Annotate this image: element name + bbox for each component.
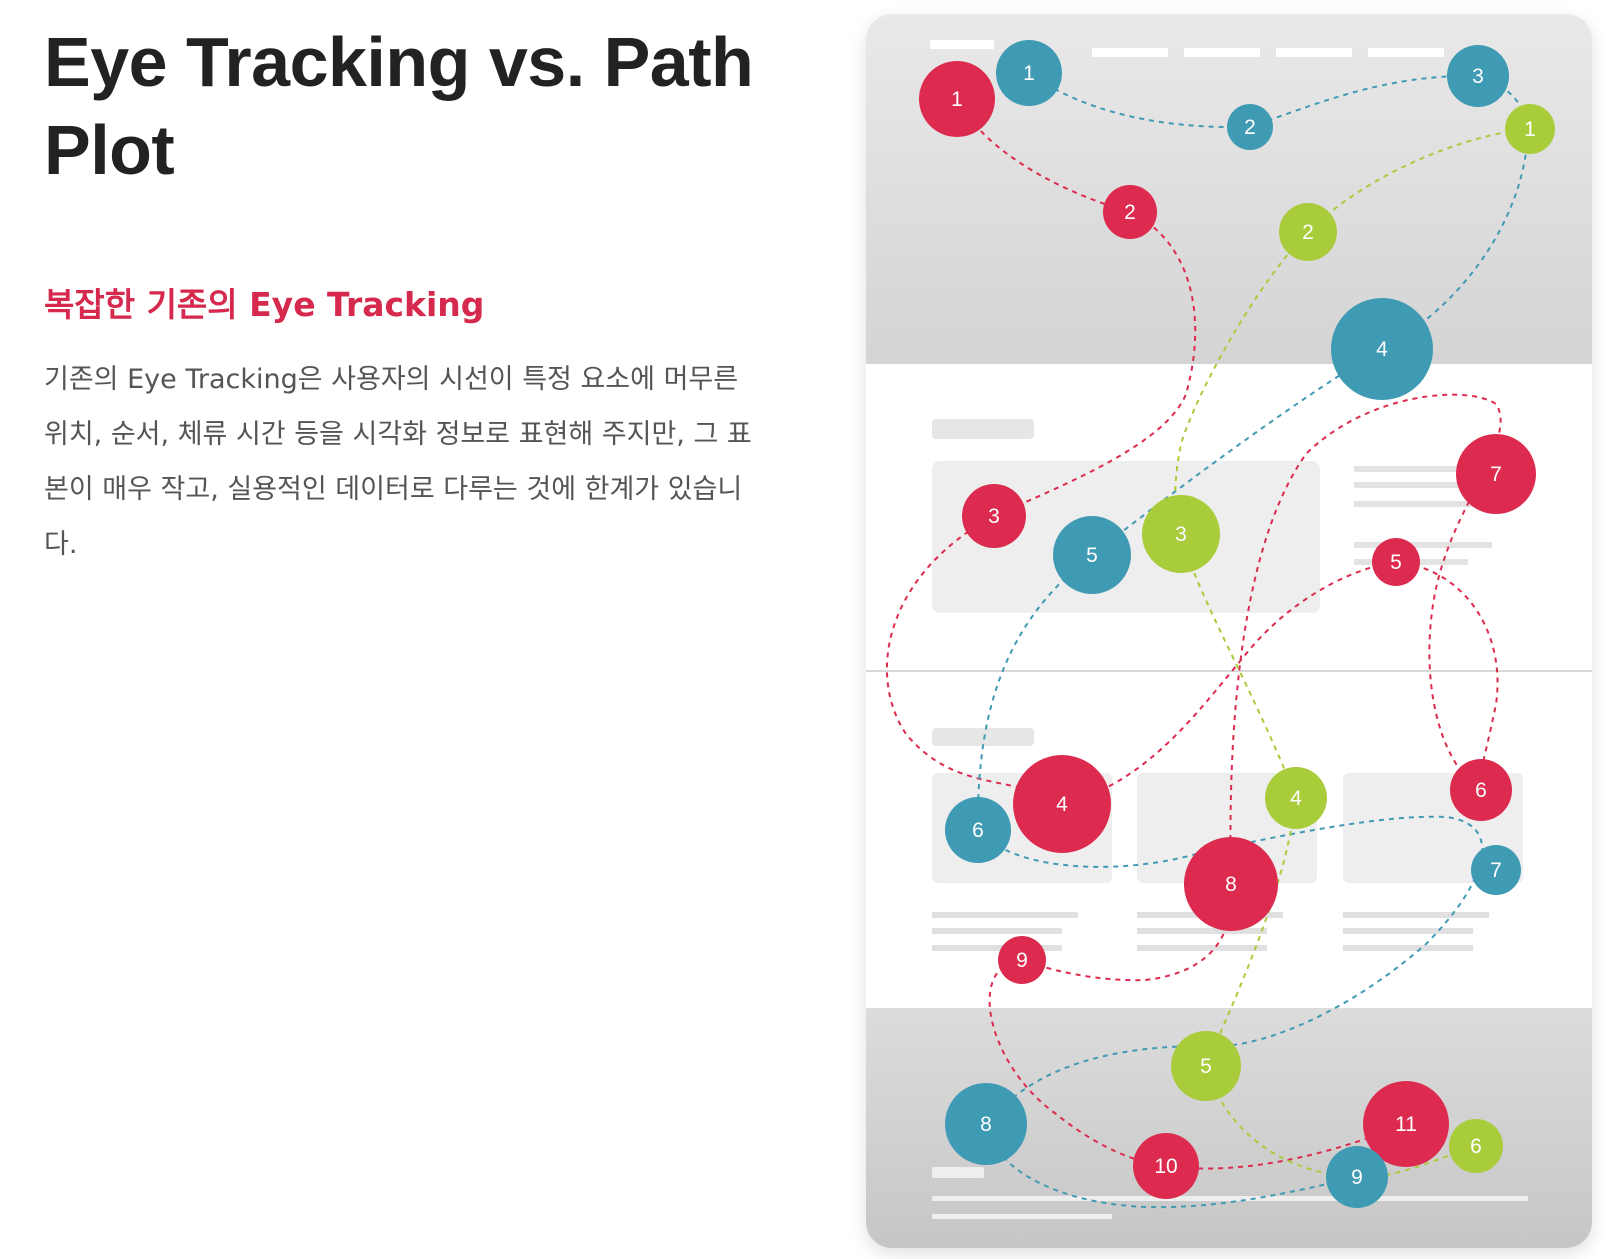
green-fixation-label: 6 <box>1470 1135 1482 1158</box>
red-fixation-node: 5 <box>1372 538 1420 586</box>
blue-fixation-label: 8 <box>980 1113 992 1136</box>
red-fixation-label: 8 <box>1225 873 1237 896</box>
blue-fixation-circle <box>1053 516 1131 594</box>
red-fixation-label: 5 <box>1390 551 1402 574</box>
blue-fixation-label: 5 <box>1086 544 1098 567</box>
green-fixation-circle <box>1142 495 1220 573</box>
green-fixation-node: 6 <box>1449 1119 1503 1173</box>
green-fixation-node: 1 <box>1505 104 1555 154</box>
red-fixation-circle <box>1456 434 1536 514</box>
blue-fixation-label: 4 <box>1376 338 1388 361</box>
section-subtitle: 복잡한 기존의 Eye Tracking <box>44 285 485 324</box>
description-paragraph: 기존의 Eye Tracking은 사용자의 시선이 특정 요소에 머무른 위치… <box>44 364 752 560</box>
green-fixation-node: 3 <box>1142 495 1220 573</box>
green-fixation-node: 4 <box>1265 767 1327 829</box>
red-fixation-node: 3 <box>962 484 1026 548</box>
green-fixation-label: 4 <box>1290 787 1302 810</box>
blue-fixation-circle <box>1331 298 1433 400</box>
red-fixation-label: 6 <box>1475 779 1487 802</box>
green-fixation-circle <box>1449 1119 1503 1173</box>
eye-tracking-illustration: 1 2 3 4 5 7 6 8 9 10 11 1 2 3 4 5 6 7 8 9 1 2 3 4 5 6 <box>866 14 1592 1248</box>
red-fixation-circle <box>1450 759 1512 821</box>
green-fixation-node: 2 <box>1279 203 1337 261</box>
red-fixation-label: 2 <box>1124 201 1136 224</box>
mockup-section-divider <box>866 670 1592 672</box>
green-fixation-circle <box>1279 203 1337 261</box>
blue-fixation-circle <box>1326 1146 1388 1208</box>
red-fixation-label: 11 <box>1395 1113 1417 1136</box>
red-fixation-node: 7 <box>1456 434 1536 514</box>
mockup-nav-bars <box>930 40 1444 57</box>
blue-fixation-circle <box>945 797 1011 863</box>
green-fixation-circle <box>1171 1031 1241 1101</box>
red-fixation-circle <box>998 936 1046 984</box>
blue-fixation-node: 2 <box>1227 104 1273 150</box>
blue-fixation-label: 1 <box>1023 62 1035 85</box>
red-fixation-label: 3 <box>988 505 1000 528</box>
blue-fixation-node: 1 <box>996 40 1062 106</box>
red-fixation-node: 4 <box>1013 755 1111 853</box>
red-fixation-circle <box>1133 1133 1199 1199</box>
red-fixation-circle <box>1013 755 1111 853</box>
red-fixation-label: 9 <box>1016 949 1028 972</box>
blue-fixation-node: 5 <box>1053 516 1131 594</box>
blue-fixation-node: 6 <box>945 797 1011 863</box>
red-fixation-node: 9 <box>998 936 1046 984</box>
blue-fixation-node: 9 <box>1326 1146 1388 1208</box>
blue-fixation-node: 7 <box>1471 845 1521 895</box>
page-title: Eye Tracking vs. Path Plot <box>44 23 754 189</box>
red-fixation-label: 7 <box>1490 463 1502 486</box>
green-scan-path <box>1174 128 1531 1179</box>
mockup-heading-bar <box>932 419 1034 439</box>
blue-fixation-label: 3 <box>1472 65 1484 88</box>
mockup-footer-lines <box>932 1167 1528 1219</box>
red-fixation-circle <box>1363 1081 1449 1167</box>
red-fixation-circle <box>1372 538 1420 586</box>
red-fixation-circle <box>962 484 1026 548</box>
blue-fixation-circle <box>996 40 1062 106</box>
green-fixation-label: 5 <box>1200 1055 1212 1078</box>
blue-fixation-node: 3 <box>1447 45 1509 107</box>
green-fixation-node: 5 <box>1171 1031 1241 1101</box>
red-fixation-circle <box>1184 837 1278 931</box>
red-fixation-label: 1 <box>951 88 963 111</box>
red-fixation-node: 11 <box>1363 1081 1449 1167</box>
blue-fixation-circle <box>1447 45 1509 107</box>
green-fixation-circle <box>1265 767 1327 829</box>
red-fixation-circle <box>919 61 995 137</box>
blue-fixation-label: 6 <box>972 819 984 842</box>
red-fixation-node: 8 <box>1184 837 1278 931</box>
red-fixation-node: 10 <box>1133 1133 1199 1199</box>
green-fixation-circle <box>1505 104 1555 154</box>
green-fixation-label: 2 <box>1302 221 1314 244</box>
red-fixation-label: 4 <box>1056 793 1068 816</box>
blue-fixation-circle <box>1227 104 1273 150</box>
red-fixation-node: 1 <box>919 61 995 137</box>
red-fixation-node: 6 <box>1450 759 1512 821</box>
red-fixation-label: 10 <box>1154 1155 1177 1178</box>
blue-fixation-label: 2 <box>1244 116 1256 139</box>
blue-fixation-node: 8 <box>945 1083 1027 1165</box>
blue-fixation-circle <box>1471 845 1521 895</box>
red-fixation-circle <box>1103 185 1157 239</box>
blue-fixation-node: 4 <box>1331 298 1433 400</box>
red-fixation-node: 2 <box>1103 185 1157 239</box>
blue-fixation-circle <box>945 1083 1027 1165</box>
green-fixation-label: 3 <box>1175 523 1187 546</box>
blue-fixation-label: 7 <box>1490 859 1502 882</box>
green-fixation-label: 1 <box>1524 118 1536 141</box>
mockup-subheading-bar <box>932 728 1034 746</box>
text-column: Eye Tracking vs. Path Plot 복잡한 기존의 Eye T… <box>44 18 764 572</box>
blue-fixation-label: 9 <box>1351 1166 1363 1189</box>
